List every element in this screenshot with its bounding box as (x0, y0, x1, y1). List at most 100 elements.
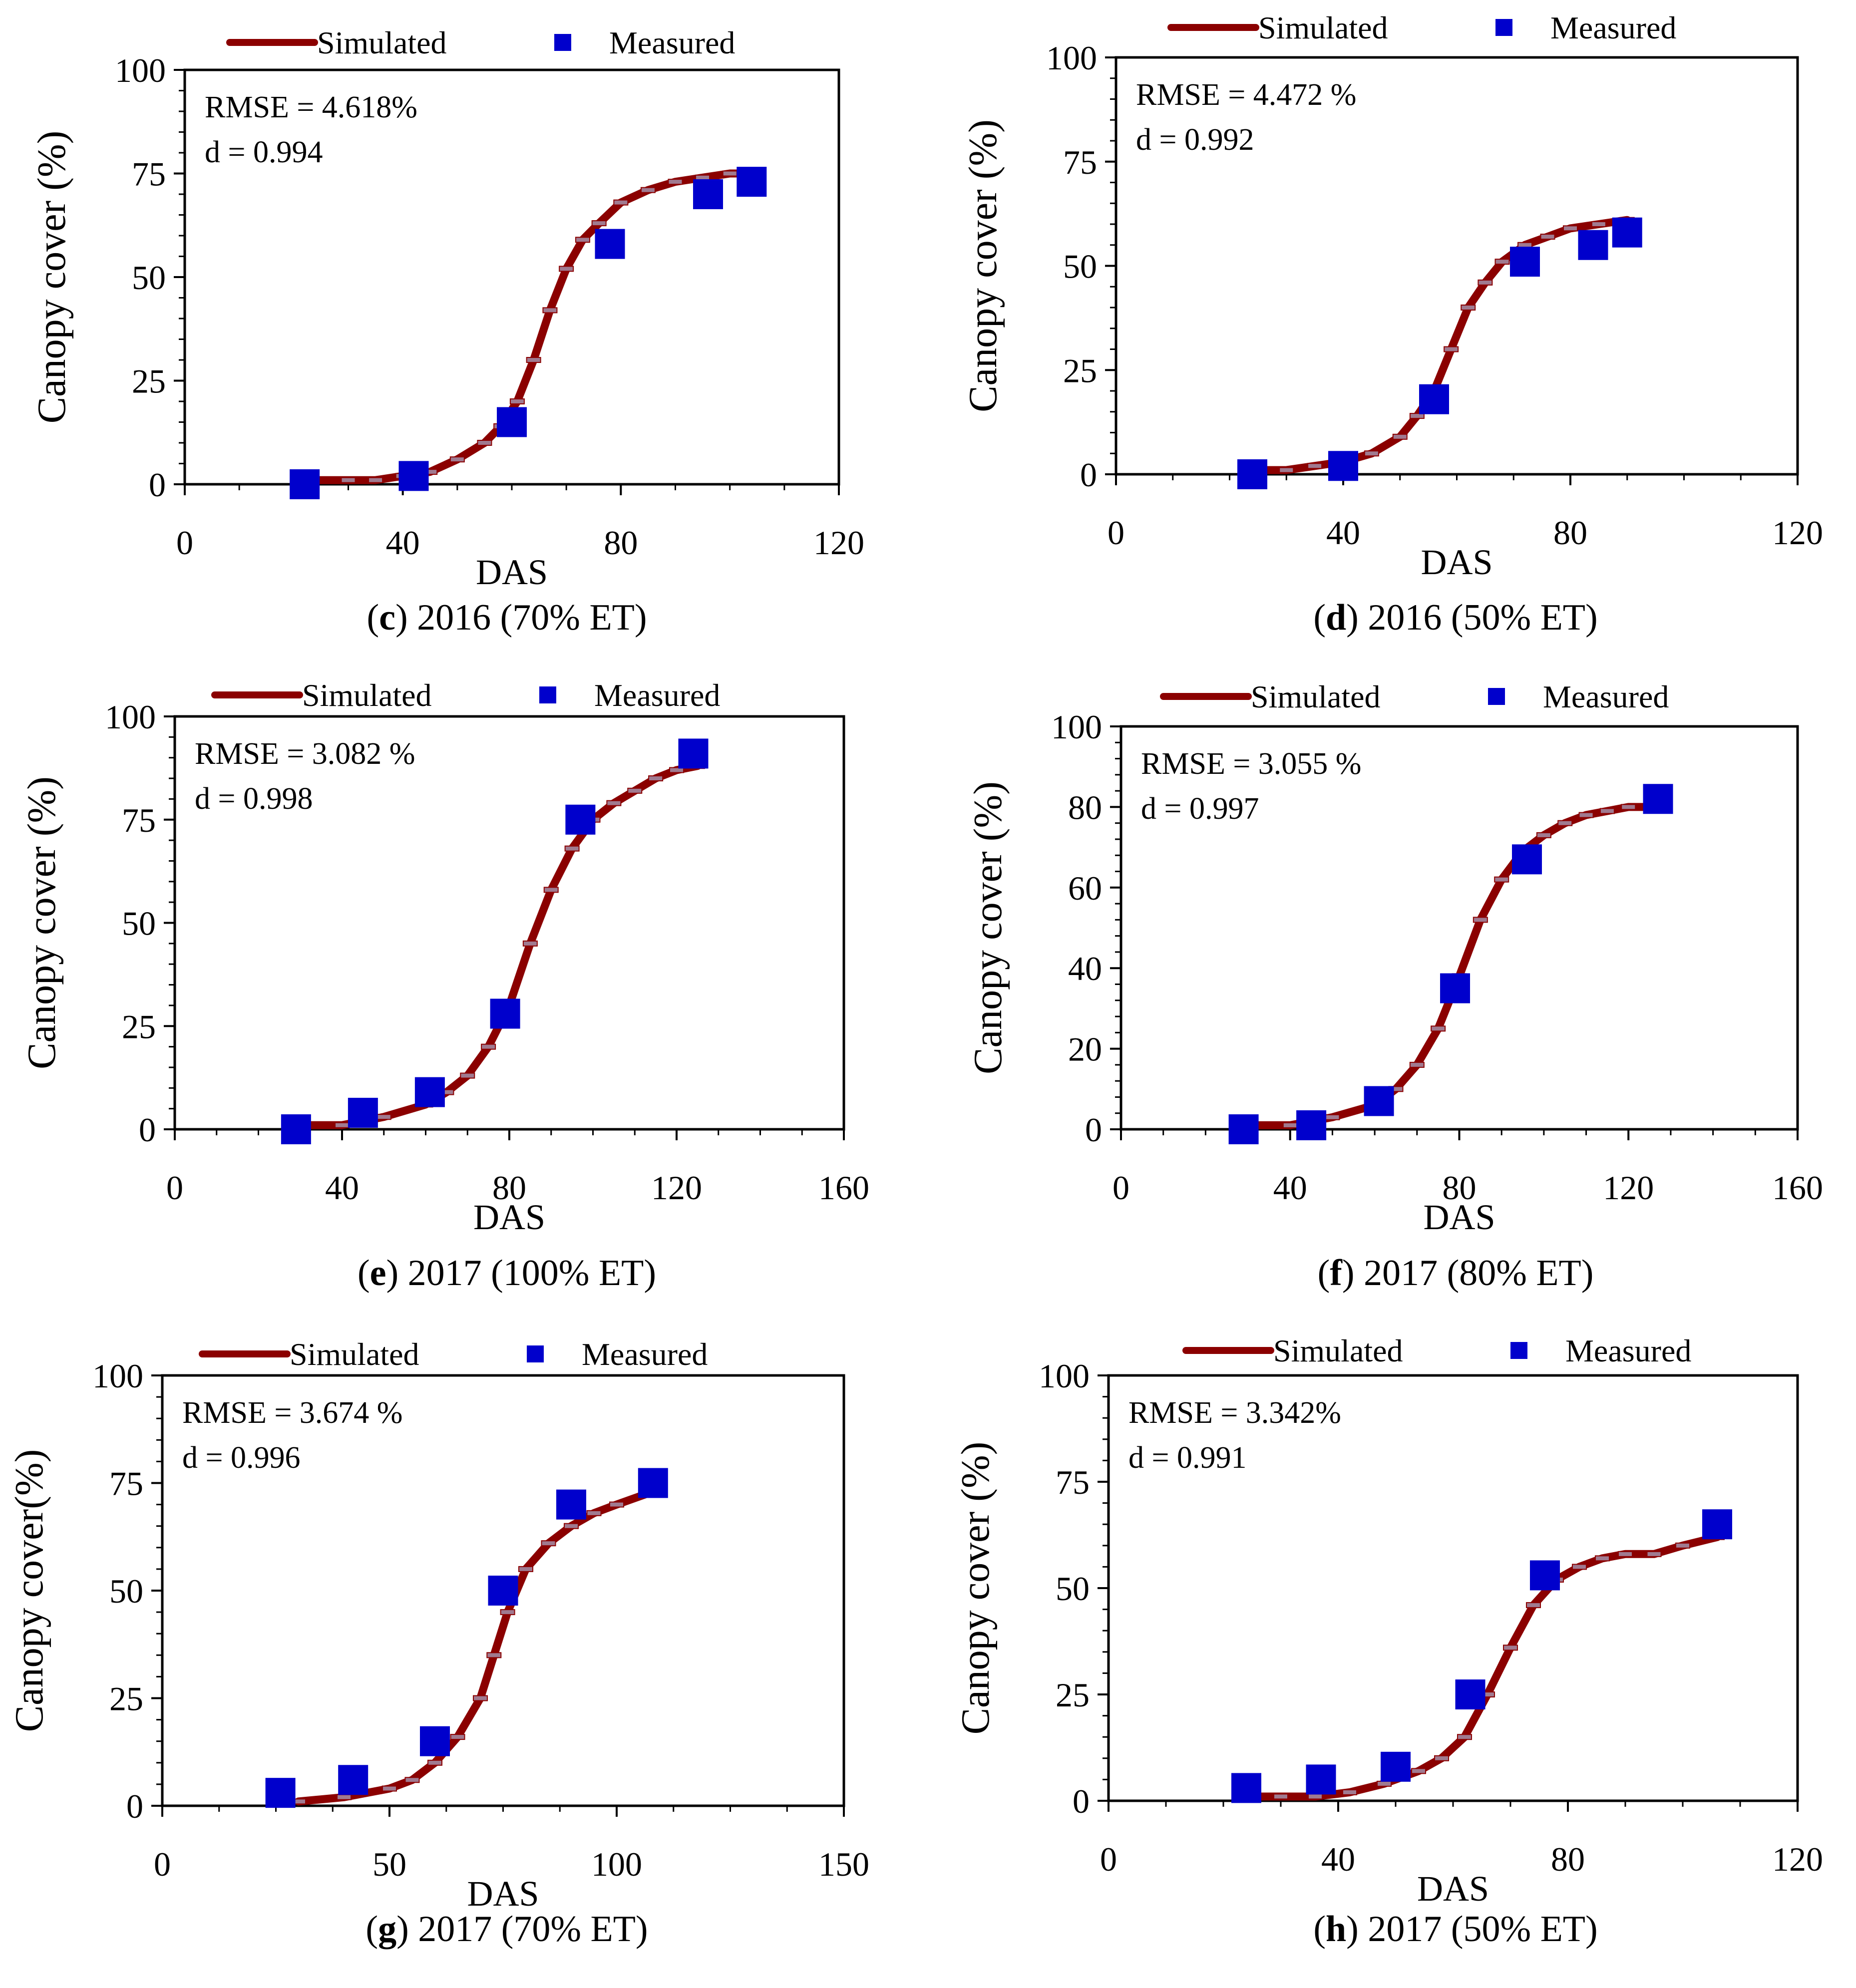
simulated-point (559, 266, 574, 272)
x-tick-label: 120 (1772, 1840, 1823, 1878)
simulated-point (564, 1523, 579, 1529)
simulated-point (1494, 259, 1510, 265)
simulated-point (640, 187, 656, 193)
measured-point (1440, 973, 1471, 1003)
measured-point (1231, 1773, 1261, 1803)
panel-caption-letter: d (1326, 597, 1347, 638)
legend: Simulated Measured (1167, 10, 1676, 45)
x-tick-label: 120 (813, 524, 864, 562)
measured-point (497, 407, 527, 437)
legend-measured-label: Measured (609, 25, 735, 60)
simulated-point (368, 477, 383, 483)
panel-caption-text: 2017 (80% ET) (1354, 1253, 1594, 1294)
panel-caption-text: 2017 (50% ET) (1358, 1909, 1598, 1950)
measured-point (1510, 247, 1540, 277)
simulated-point (427, 1759, 442, 1766)
chart-panel-d: 0 25 50 75 100 0 40 80 120 DAS Canopy cover (%) RMS… (961, 10, 1823, 582)
legend-simulated-label: Simulated (302, 677, 432, 713)
legend: Simulated Measured (226, 25, 735, 60)
measured-point (1237, 459, 1267, 489)
simulated-point (1478, 279, 1493, 286)
simulated-point (1536, 832, 1551, 838)
x-tick-label: 150 (818, 1845, 869, 1883)
chart-panel-e: 0 25 50 75 100 0 40 80 120 160 DAS Canopy cover (%)… (20, 677, 869, 1237)
x-tick-label: 0 (166, 1169, 183, 1207)
simulated-point (613, 199, 629, 206)
simulated-point (1591, 221, 1606, 227)
y-tick-label: 60 (1068, 869, 1102, 907)
simulated-point (1409, 1061, 1425, 1068)
measured-point (490, 998, 520, 1029)
plot-frame (1114, 56, 1799, 476)
simulated-point (460, 1072, 475, 1079)
y-tick-label: 100 (105, 698, 156, 736)
simulated-point (1434, 1755, 1449, 1761)
panel-caption-text: 2017 (100% ET) (398, 1253, 656, 1294)
simulated-point (522, 940, 538, 947)
simulated-point (1457, 1734, 1472, 1740)
legend-measured-label: Measured (594, 677, 720, 713)
simulated-point (648, 775, 664, 782)
simulated-point (627, 787, 643, 794)
measured-point (290, 469, 320, 499)
measured-point (1364, 1086, 1394, 1116)
x-tick-label: 0 (176, 524, 193, 562)
simulated-point (564, 845, 580, 852)
simulated-line (1248, 216, 1631, 474)
x-tick-label: 0 (1108, 514, 1124, 552)
y-tick-label: 0 (139, 1111, 156, 1149)
x-tick-label: 0 (1113, 1169, 1129, 1207)
y-tick-label: 100 (1046, 39, 1097, 77)
y-tick-label: 100 (1039, 1357, 1090, 1395)
d-index-annotation: d = 0.994 (205, 135, 323, 169)
simulated-line (295, 1487, 657, 1806)
simulated-point (1282, 1122, 1298, 1128)
x-axis-label: DAS (476, 552, 548, 592)
legend-measured-label: Measured (1550, 10, 1676, 45)
rmse-annotation: RMSE = 3.342% (1128, 1396, 1341, 1430)
y-tick-label: 75 (1056, 1463, 1090, 1501)
measured-point (1296, 1110, 1327, 1140)
panel-caption-letter: e (370, 1253, 386, 1294)
d-index-annotation: d = 0.991 (1128, 1441, 1246, 1475)
legend: Simulated Measured (199, 1336, 708, 1372)
simulated-point (1377, 1780, 1392, 1787)
legend-measured-swatch (1510, 1342, 1527, 1359)
simulated-point (1308, 1793, 1323, 1800)
y-axis-label: Canopy cover (%) (30, 131, 74, 423)
y-tick-label: 75 (109, 1465, 143, 1503)
x-tick-label: 40 (325, 1169, 359, 1207)
rmse-annotation: RMSE = 3.082 % (195, 737, 415, 771)
y-tick-label: 20 (1068, 1030, 1102, 1068)
d-index-annotation: d = 0.992 (1136, 123, 1254, 157)
legend-simulated-label: Simulated (1251, 679, 1381, 714)
simulated-point (509, 398, 525, 404)
measured-point (265, 1778, 296, 1808)
simulated-point (1279, 467, 1294, 473)
panel-caption: (f) 2017 (80% ET) (1317, 1253, 1594, 1294)
measured-point (737, 167, 767, 197)
panel-caption-letter: h (1326, 1909, 1347, 1950)
simulated-point (543, 887, 559, 893)
measured-point (488, 1576, 518, 1606)
simulated-point (1540, 234, 1555, 240)
measured-point (1306, 1764, 1336, 1795)
x-tick-label: 40 (1326, 514, 1360, 552)
chart-panel-c: 0 25 50 75 100 0 40 80 120 DAS Canopy cover (%) RMS… (30, 25, 864, 592)
simulated-point (575, 237, 590, 243)
simulated-point (1572, 1564, 1587, 1570)
x-axis-label: DAS (473, 1197, 545, 1237)
x-tick-label: 0 (154, 1845, 171, 1883)
y-tick-label: 25 (132, 362, 166, 400)
rmse-annotation: RMSE = 4.472 % (1136, 78, 1356, 112)
panel-caption-text: 2016 (70% ET) (407, 597, 647, 638)
simulated-point (541, 1540, 556, 1547)
simulated-point (1325, 1114, 1340, 1120)
simulated-line (296, 762, 702, 1129)
legend-measured-swatch (1488, 688, 1505, 705)
panel-caption: (g) 2017 (70% ET) (366, 1909, 648, 1950)
legend-measured-swatch (554, 34, 571, 51)
x-tick-label: 0 (1100, 1840, 1117, 1878)
simulated-point (1411, 1768, 1426, 1774)
